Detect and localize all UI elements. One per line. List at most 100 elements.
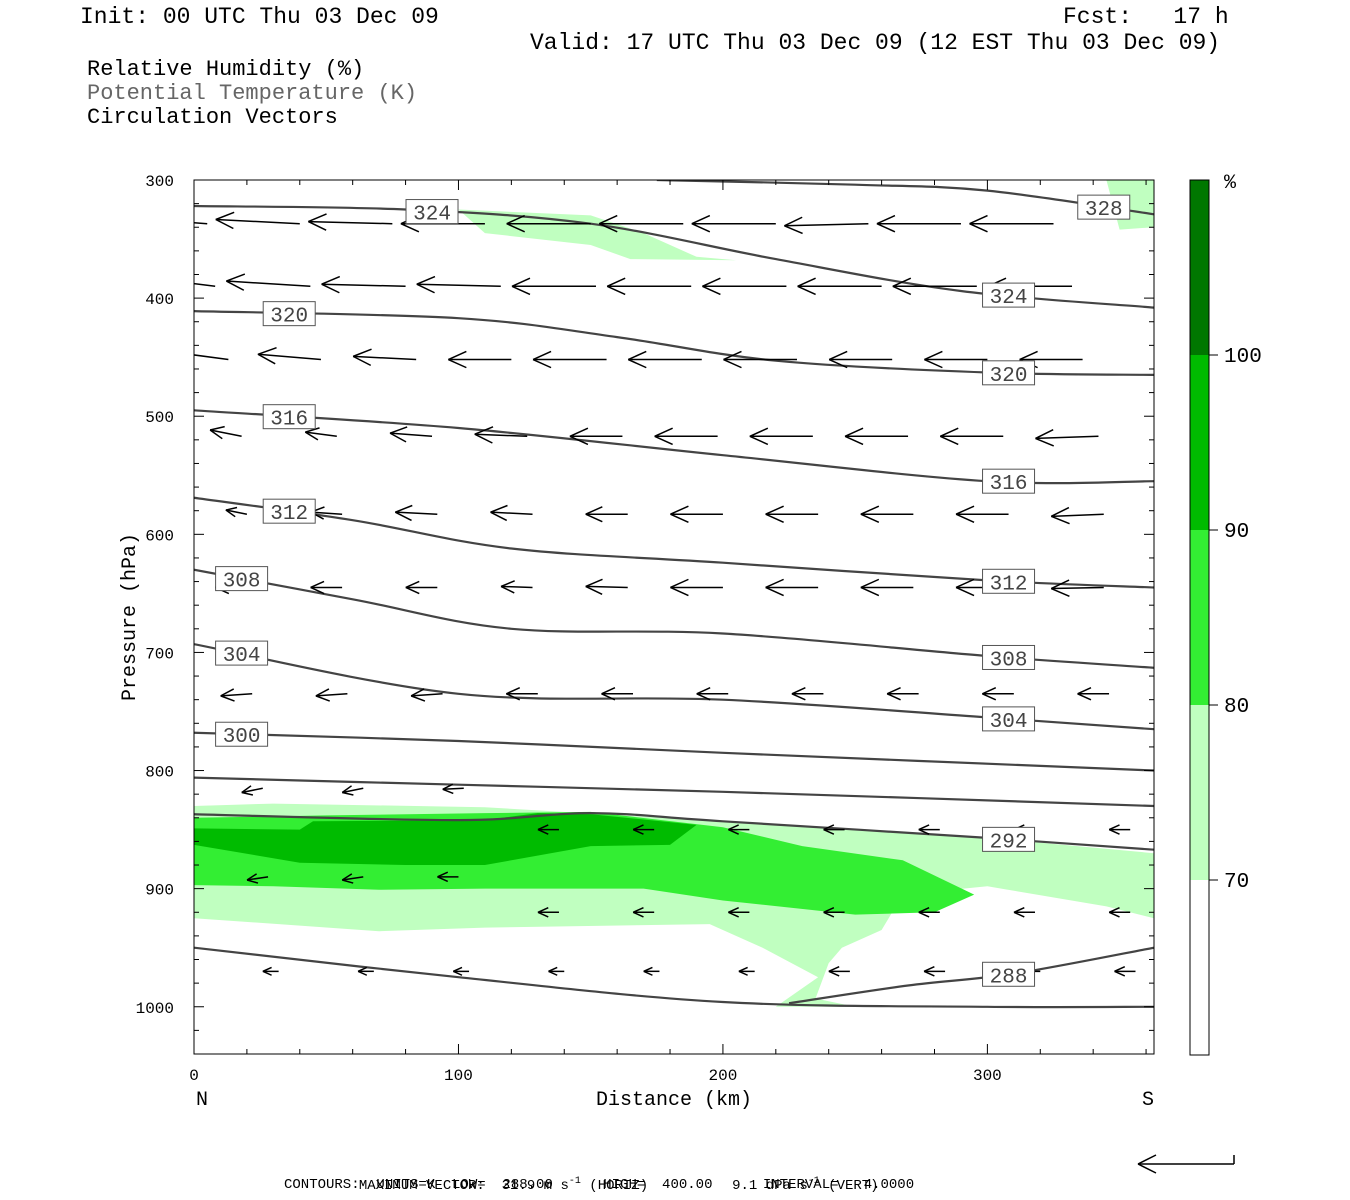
theta-label-box bbox=[215, 566, 269, 592]
circulation-vector bbox=[194, 282, 216, 288]
circulation-vector bbox=[598, 214, 684, 233]
circulation-vector bbox=[955, 505, 1009, 524]
footer-vert-exp: -1 bbox=[807, 1176, 820, 1187]
circulation-vector bbox=[939, 427, 1004, 446]
cross-section-chart: 328 324 324 320 320 316 316 312 312 308 308 304 304 3… bbox=[119, 172, 1262, 1112]
circulation-vector bbox=[569, 427, 623, 446]
circulation-vector bbox=[194, 354, 229, 361]
circulation-vector bbox=[876, 214, 961, 233]
y-axis-title: Pressure (hPa) bbox=[119, 533, 142, 701]
y-tick-label: 700 bbox=[145, 645, 174, 663]
colorbar-label-100: 100 bbox=[1224, 346, 1262, 369]
init-time: Init: 00 UTC Thu 03 Dec 09 bbox=[80, 4, 439, 30]
circulation-vector bbox=[982, 687, 1014, 701]
x-tick-label: 0 bbox=[189, 1067, 199, 1085]
circulation-vector bbox=[410, 688, 443, 702]
circulation-vector bbox=[723, 350, 797, 369]
theta-label: 304 bbox=[990, 711, 1028, 734]
circulation-vector bbox=[310, 580, 343, 595]
circulation-vector bbox=[1013, 906, 1035, 918]
circulation-vector bbox=[844, 427, 909, 446]
circulation-vector bbox=[784, 216, 869, 235]
theta-label: 328 bbox=[1085, 199, 1123, 222]
reference-vector-icon bbox=[1137, 1154, 1235, 1174]
circulation-vector bbox=[918, 824, 940, 835]
theta-label-box bbox=[982, 282, 1036, 308]
theta-label-box bbox=[262, 404, 316, 430]
theta-label-box bbox=[982, 826, 1036, 852]
circulation-vector bbox=[257, 346, 322, 365]
circulation-vector bbox=[828, 966, 850, 977]
circulation-vector bbox=[505, 687, 538, 701]
x-tick-label: 200 bbox=[709, 1067, 738, 1085]
circulation-vector bbox=[1077, 687, 1110, 701]
circulation-vector bbox=[632, 824, 655, 835]
theta-label-box bbox=[982, 360, 1036, 386]
footer-contours: CONTOURS: UNITS=K LOW= 288.00 HIGH= 400.… bbox=[284, 1177, 915, 1193]
rh-region-90 bbox=[194, 813, 697, 865]
circulation-vector bbox=[969, 214, 1054, 233]
y-tick-label: 400 bbox=[145, 291, 174, 309]
circulation-vector bbox=[357, 966, 374, 976]
theta-label: 324 bbox=[413, 204, 451, 227]
x-end-label-south: S bbox=[1142, 1089, 1154, 1112]
colorbar-frame bbox=[1189, 179, 1210, 1056]
theta-label: 316 bbox=[270, 409, 308, 432]
theta-contour-328 bbox=[656, 180, 1154, 216]
circulation-vector bbox=[918, 906, 940, 918]
circulation-vector bbox=[416, 275, 501, 294]
circulation-vector bbox=[341, 873, 364, 884]
circulation-vector bbox=[749, 427, 813, 446]
theta-label: 312 bbox=[990, 573, 1028, 596]
circulation-vector bbox=[702, 277, 787, 296]
circulation-vector bbox=[500, 580, 533, 594]
legend-relative-humidity: Relative Humidity (%) bbox=[87, 57, 365, 82]
circulation-vector bbox=[226, 273, 311, 291]
y-tick-label: 300 bbox=[145, 173, 174, 191]
circulation-vector bbox=[341, 785, 364, 796]
circulation-vector bbox=[304, 427, 337, 441]
theta-label-box bbox=[982, 468, 1036, 494]
circulation-vector bbox=[728, 824, 750, 835]
theta-label-box bbox=[982, 706, 1036, 732]
theta-label: 320 bbox=[270, 306, 308, 329]
theta-label: 308 bbox=[223, 571, 261, 594]
circulation-vector bbox=[670, 578, 723, 597]
circulation-vector bbox=[923, 966, 946, 977]
theta-contour-300 bbox=[194, 731, 1154, 772]
colorbar-90-100 bbox=[1190, 355, 1209, 530]
circulation-vector bbox=[209, 425, 242, 440]
rh-region-70 bbox=[458, 209, 737, 261]
circulation-vector bbox=[389, 426, 433, 443]
colorbar-label-90: 90 bbox=[1224, 521, 1249, 544]
circulation-vector bbox=[448, 350, 512, 369]
circulation-vector bbox=[537, 906, 559, 918]
circulation-vector bbox=[765, 505, 819, 524]
circulation-vector bbox=[506, 214, 591, 233]
circulation-vector bbox=[405, 580, 438, 595]
circulation-vector bbox=[670, 505, 723, 524]
theta-label: 288 bbox=[990, 966, 1028, 989]
legend-potential-temperature: Potential Temperature (K) bbox=[87, 81, 418, 106]
theta-label: 324 bbox=[990, 287, 1028, 310]
colorbar-80-90 bbox=[1190, 530, 1209, 705]
circulation-vector bbox=[627, 350, 702, 369]
theta-label: 316 bbox=[990, 473, 1028, 496]
y-tick-label: 500 bbox=[145, 409, 174, 427]
plot-frame bbox=[193, 179, 1155, 1055]
circulation-vector bbox=[352, 348, 417, 367]
circulation-vector bbox=[474, 426, 528, 444]
footer-max-vector: MAXIMUM VECTOR: 31.9 m s-1 (HORIZ) 9.1 d… bbox=[342, 1158, 879, 1194]
theta-label-box bbox=[982, 961, 1036, 987]
theta-label: 312 bbox=[270, 503, 308, 526]
colorbar-label-70: 70 bbox=[1224, 871, 1249, 894]
theta-label-box bbox=[982, 644, 1036, 670]
footer-horiz-exp: -1 bbox=[568, 1176, 581, 1187]
circulation-vector bbox=[886, 687, 919, 701]
colorbar: % 100 90 80 70 bbox=[1189, 172, 1262, 1056]
circulation-vector bbox=[321, 275, 406, 294]
circulation-vector bbox=[532, 350, 607, 369]
circulation-vector bbox=[585, 506, 628, 523]
forecast-hour: Fcst: 17 h bbox=[1063, 4, 1229, 30]
theta-label-box bbox=[215, 721, 269, 747]
